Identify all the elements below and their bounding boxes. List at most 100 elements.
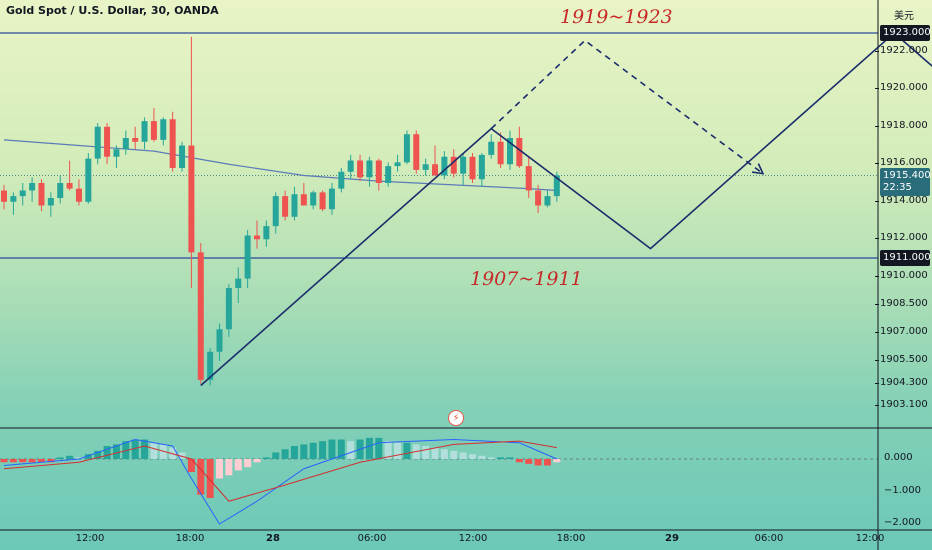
candle-body: [188, 145, 195, 253]
macd-histogram-bar: [497, 457, 505, 459]
candle-body: [197, 252, 204, 380]
macd-histogram-bar: [487, 457, 495, 459]
tick-mark: [875, 382, 879, 384]
candle-body: [207, 351, 214, 380]
macd-histogram-bar: [525, 459, 533, 464]
candle-body: [169, 119, 176, 168]
macd-histogram-bar: [394, 442, 402, 459]
macd-histogram-bar: [122, 441, 130, 459]
upper-target-annotation[interactable]: 1919~1923: [560, 6, 673, 28]
chart-title[interactable]: Gold Spot / U.S. Dollar, 30, OANDA: [6, 4, 219, 17]
candle-body: [488, 141, 495, 155]
time-tick-label: 28: [266, 533, 280, 544]
tick-mark: [875, 200, 879, 202]
candle-body: [422, 164, 429, 170]
projection-path-dashed: [490, 39, 764, 175]
macd-histogram-bar: [478, 455, 486, 459]
price-tick-label: 1907.000: [875, 326, 928, 337]
price-tick-label: 1903.100: [875, 399, 928, 410]
candle-body: [216, 329, 223, 352]
macd-histogram-bar: [187, 459, 195, 472]
candle-body: [179, 145, 186, 168]
candle-body: [469, 156, 476, 180]
price-tick-label: 1922.000: [875, 45, 928, 56]
macd-histogram-bar: [328, 439, 336, 459]
macd-tick-label: 0.000: [884, 452, 913, 463]
candle-body: [300, 194, 307, 206]
lightning-icon[interactable]: ⚡: [448, 410, 464, 426]
candle-body: [282, 196, 289, 217]
candle-body: [544, 196, 551, 206]
time-tick-label: 18:00: [556, 533, 586, 544]
macd-histogram-bar: [112, 444, 120, 459]
time-tick-label: 12:00: [855, 533, 885, 544]
current-price: 1915.400: [883, 169, 931, 181]
macd-histogram-bar: [0, 459, 8, 463]
macd-histogram-bar: [216, 459, 224, 479]
signal-line: [3, 440, 557, 502]
macd-histogram-bar: [75, 457, 83, 459]
candle-body: [113, 149, 120, 157]
price-tick-label: 1914.000: [875, 195, 928, 206]
macd-histogram-bar: [262, 457, 270, 459]
candle-body: [516, 138, 523, 167]
macd-histogram-bar: [28, 459, 36, 463]
currency-label: 美元: [894, 11, 914, 22]
candle-body: [394, 162, 401, 167]
macd-histogram-bar: [384, 441, 392, 459]
macd-histogram-bar: [347, 441, 355, 459]
time-tick-label: 06:00: [357, 533, 387, 544]
candle-body: [291, 194, 298, 217]
tick-mark: [875, 405, 879, 407]
macd-tick-label: −2.000: [884, 517, 922, 528]
tick-mark: [875, 238, 879, 240]
macd-histogram-bar: [515, 459, 523, 463]
candle-body: [244, 235, 251, 279]
candle-body: [1, 190, 7, 202]
price-tick-label: 1904.300: [875, 377, 928, 388]
macd-histogram-bar: [253, 459, 261, 463]
macd-histogram-bar: [9, 459, 17, 463]
macd-histogram-bar: [290, 446, 298, 459]
macd-histogram-bar: [234, 459, 242, 471]
macd-histogram-bar: [281, 449, 289, 459]
candle-body: [553, 175, 560, 197]
macd-histogram-bar: [440, 449, 448, 459]
price-tick-label: 1920.000: [875, 82, 928, 93]
candle-body: [160, 119, 167, 140]
candle-body: [272, 196, 279, 227]
candle-body: [132, 138, 139, 142]
macd-histogram-bar: [141, 439, 149, 459]
macd-histogram-bar: [506, 457, 514, 459]
candle-body: [328, 188, 335, 210]
candle-body: [104, 126, 111, 157]
tick-mark: [875, 88, 879, 90]
candle-body: [225, 288, 232, 330]
macd-histogram-bar: [206, 459, 214, 498]
macd-histogram-bar: [403, 442, 411, 459]
macd-histogram-bar: [543, 459, 551, 466]
macd-histogram-bar: [309, 442, 317, 459]
price-tick-label: 1916.000: [875, 157, 928, 168]
tick-mark: [875, 303, 879, 305]
candle-body: [85, 158, 92, 202]
macd-histogram-bar: [422, 446, 430, 459]
macd-histogram-bar: [66, 455, 74, 459]
candle-body: [432, 164, 439, 176]
candle-body: [310, 192, 317, 206]
candle-body: [403, 134, 410, 163]
candle-body: [385, 166, 392, 183]
level-price-tag: 1923.000: [880, 25, 931, 41]
macd-histogram-bar: [431, 447, 439, 459]
candle-body: [347, 160, 354, 172]
macd-histogram-bar: [459, 452, 467, 459]
candle-body: [319, 192, 326, 210]
lower-target-annotation[interactable]: 1907~1911: [470, 268, 583, 290]
macd-histogram-bar: [131, 439, 139, 459]
time-tick-label: 12:00: [458, 533, 488, 544]
macd-histogram-bar: [553, 459, 561, 463]
tick-mark: [875, 360, 879, 362]
macd-histogram-bar: [319, 441, 327, 459]
